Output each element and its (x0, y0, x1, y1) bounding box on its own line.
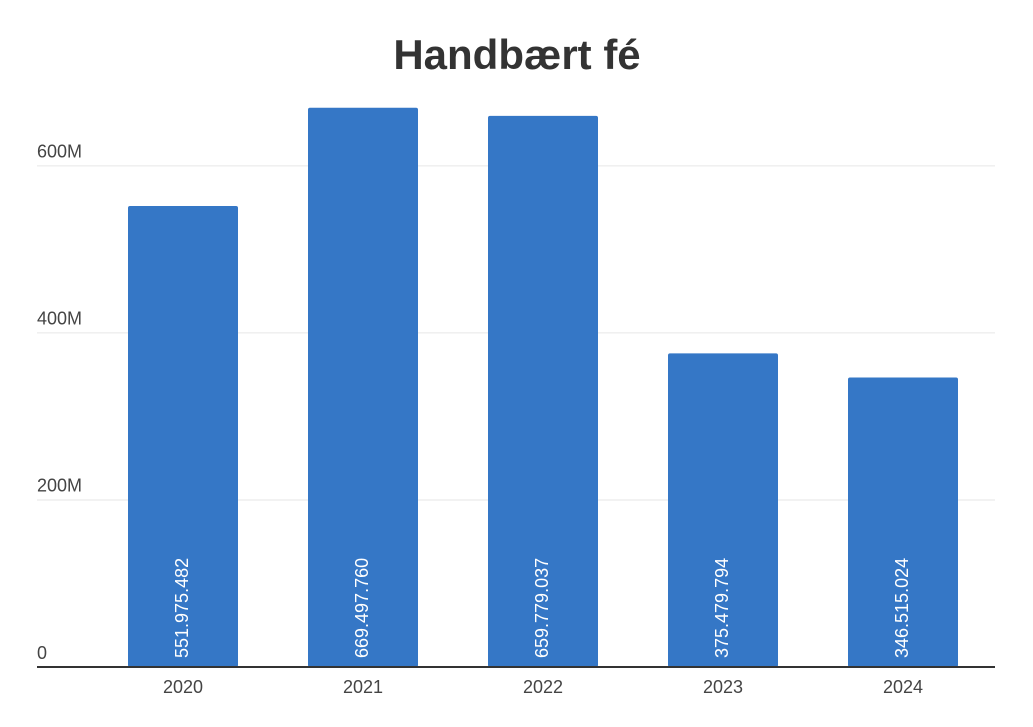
x-tick-label: 2023 (703, 677, 743, 697)
value-label: 346.515.024 (892, 558, 912, 658)
bar (848, 377, 958, 667)
x-tick-label: 2022 (523, 677, 563, 697)
x-tick-label: 2020 (163, 677, 203, 697)
bar (128, 205, 238, 668)
bar (488, 115, 598, 668)
value-label: 669.497.760 (352, 558, 372, 658)
value-label: 375.479.794 (712, 558, 732, 658)
y-tick-label: 200M (37, 476, 82, 496)
y-tick-label: 0 (37, 643, 47, 663)
y-tick-label: 400M (37, 309, 82, 329)
chart-title: Handbært fé (393, 31, 640, 78)
y-tick-label: 600M (37, 142, 82, 162)
value-label: 551.975.482 (172, 558, 192, 658)
bar (668, 353, 778, 667)
x-tick-label: 2024 (883, 677, 923, 697)
value-label: 659.779.037 (532, 558, 552, 658)
x-tick-label: 2021 (343, 677, 383, 697)
bar (308, 107, 418, 667)
